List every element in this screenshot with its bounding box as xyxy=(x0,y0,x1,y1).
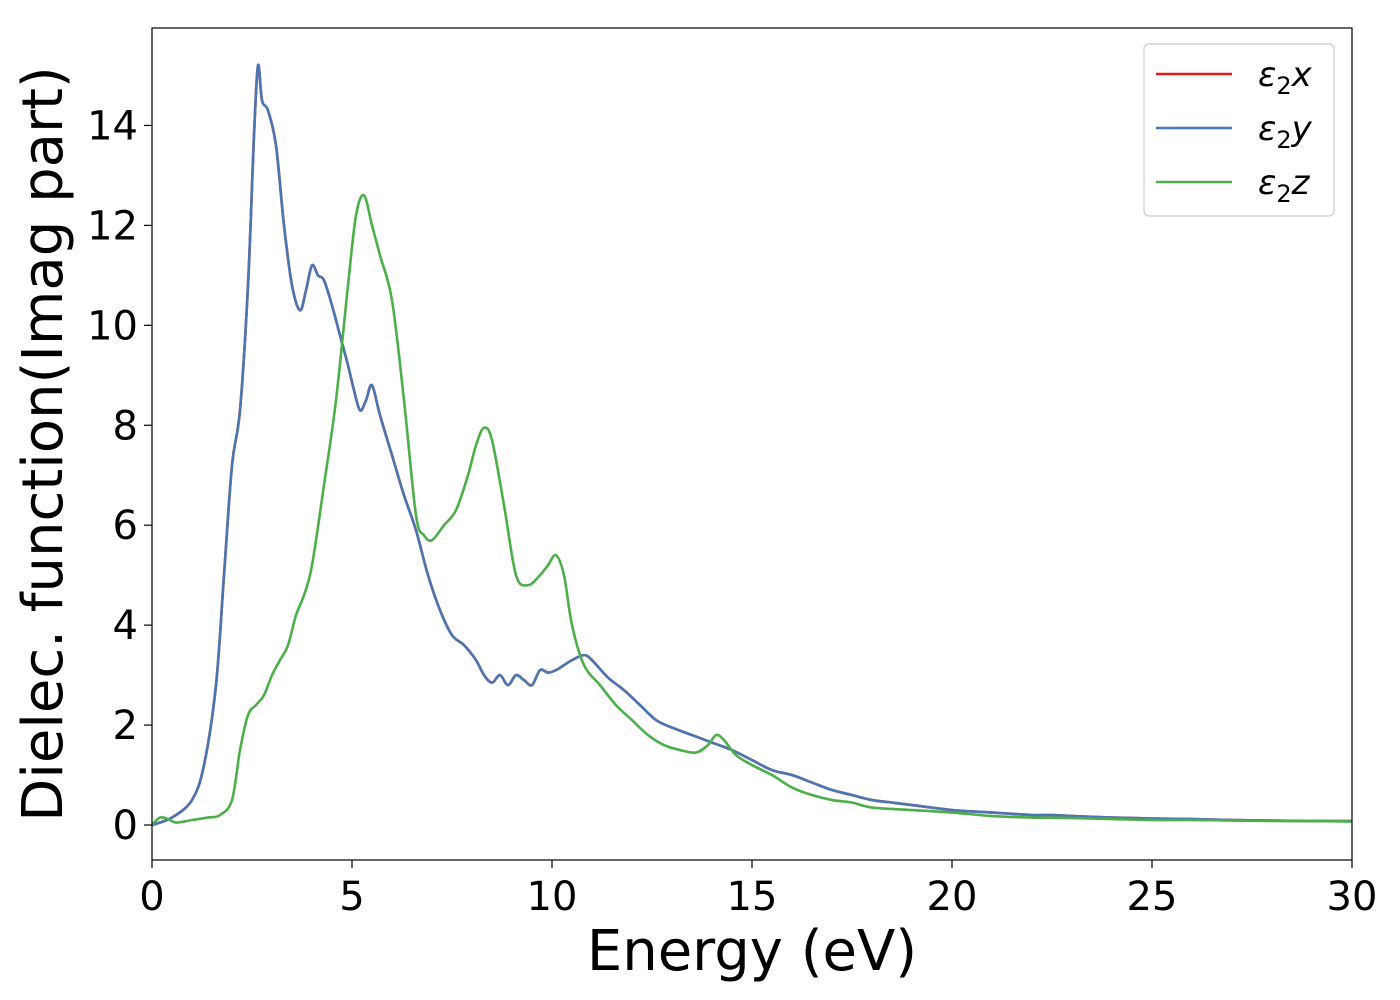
legend-axis-letter: y xyxy=(1291,109,1313,149)
x-axis-title: Energy (eV) xyxy=(587,919,917,984)
legend-subscript: 2 xyxy=(1276,126,1291,154)
legend-box xyxy=(1143,43,1335,217)
y-tick-label: 14 xyxy=(87,103,138,149)
series-line-z xyxy=(151,193,1353,826)
x-tick-label: 15 xyxy=(727,874,778,920)
y-axis: 0 2 4 6 8 10 12 14 xyxy=(87,103,152,849)
y-tick-label: 6 xyxy=(113,503,138,549)
legend-label-y: ε2y xyxy=(1258,109,1313,154)
legend-epsilon: ε xyxy=(1258,55,1276,95)
legend-epsilon: ε xyxy=(1258,163,1276,203)
y-tick-label: 8 xyxy=(113,403,138,449)
x-tick-label: 25 xyxy=(1127,874,1178,920)
y-tick-label: 10 xyxy=(87,303,138,349)
legend-label-z: ε2z xyxy=(1258,163,1311,208)
legend-label-x: ε2x xyxy=(1258,55,1313,100)
x-tick-label: 5 xyxy=(339,874,364,920)
legend-axis-letter: z xyxy=(1291,163,1311,203)
x-tick-label: 10 xyxy=(527,874,578,920)
legend-subscript: 2 xyxy=(1276,180,1291,208)
x-axis: 0 5 10 15 20 25 30 xyxy=(139,860,1377,920)
x-tick-label: 20 xyxy=(927,874,978,920)
y-tick-label: 4 xyxy=(113,603,138,649)
y-tick-label: 12 xyxy=(87,203,138,249)
legend-subscript: 2 xyxy=(1276,72,1291,100)
x-tick-label: 0 xyxy=(139,874,164,920)
series-layer xyxy=(151,63,1353,827)
y-tick-label: 0 xyxy=(113,803,138,849)
x-tick-label: 30 xyxy=(1327,874,1378,920)
y-tick-label: 2 xyxy=(113,703,138,749)
y-axis-title: Dielec. function(Imag part) xyxy=(11,66,76,822)
legend-epsilon: ε xyxy=(1258,109,1276,149)
series-line-y xyxy=(151,63,1353,827)
legend-axis-letter: x xyxy=(1291,55,1313,95)
